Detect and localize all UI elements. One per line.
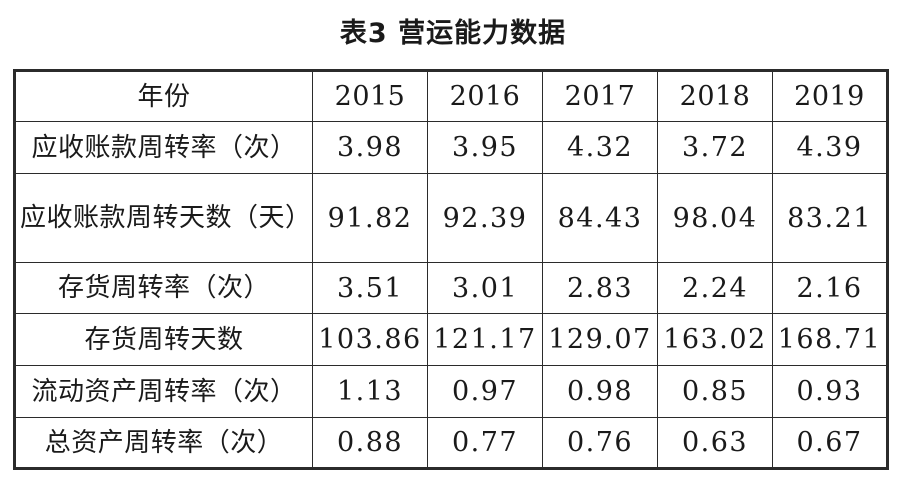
table-row: 应收账款周转率（次） 3.98 3.95 4.32 3.72 4.39 (14, 121, 888, 174)
table-cell: 0.63 (657, 417, 773, 469)
table-cell: 4.32 (542, 121, 658, 174)
table-cell: 1.13 (312, 365, 428, 418)
table-cell: 0.76 (542, 417, 658, 469)
table-cell: 168.71 (772, 313, 888, 366)
table-cell: 2.16 (772, 262, 888, 314)
year-header-2018: 2018 (657, 70, 773, 122)
table-cell: 0.98 (542, 365, 658, 418)
row-label: 总资产周转率（次） (14, 417, 313, 469)
table-cell: 2.24 (657, 262, 773, 314)
table-cell: 91.82 (312, 173, 428, 263)
table-cell: 98.04 (657, 173, 773, 263)
table-row: 流动资产周转率（次） 1.13 0.97 0.98 0.85 0.93 (14, 365, 888, 418)
table-cell: 3.95 (427, 121, 543, 174)
table-row: 存货周转率（次） 3.51 3.01 2.83 2.24 2.16 (14, 262, 888, 314)
table-cell: 92.39 (427, 173, 543, 263)
table-cell: 163.02 (657, 313, 773, 366)
row-label: 存货周转率（次） (14, 262, 313, 314)
table-title: 表3 营运能力数据 (339, 18, 567, 49)
header-row: 年份 2015 2016 2017 2018 2019 (14, 70, 888, 122)
table-cell: 121.17 (427, 313, 543, 366)
row-label: 流动资产周转率（次） (14, 365, 313, 418)
table-cell: 3.98 (312, 121, 428, 174)
row-label: 应收账款周转率（次） (14, 121, 313, 174)
table-cell: 103.86 (312, 313, 428, 366)
table-cell: 0.97 (427, 365, 543, 418)
table-row: 应收账款周转天数（天） 91.82 92.39 84.43 98.04 83.2… (14, 173, 888, 263)
table-cell: 4.39 (772, 121, 888, 174)
table-cell: 0.93 (772, 365, 888, 418)
table-cell: 3.51 (312, 262, 428, 314)
table-row: 存货周转天数 103.86 121.17 129.07 163.02 168.7… (14, 313, 888, 366)
table-cell: 2.83 (542, 262, 658, 314)
row-label: 应收账款周转天数（天） (14, 173, 313, 263)
table-cell: 129.07 (542, 313, 658, 366)
table-cell: 84.43 (542, 173, 658, 263)
table-cell: 0.67 (772, 417, 888, 469)
table-row: 总资产周转率（次） 0.88 0.77 0.76 0.63 0.67 (14, 417, 888, 469)
year-header-label: 年份 (14, 70, 313, 122)
table-cell: 3.01 (427, 262, 543, 314)
operating-capacity-table: 年份 2015 2016 2017 2018 2019 应收账款周转率（次） 3… (13, 69, 889, 470)
table-cell: 0.85 (657, 365, 773, 418)
table-cell: 0.88 (312, 417, 428, 469)
year-header-2017: 2017 (542, 70, 658, 122)
year-header-2015: 2015 (312, 70, 428, 122)
table-cell: 3.72 (657, 121, 773, 174)
table-cell: 0.77 (427, 417, 543, 469)
year-header-2019: 2019 (772, 70, 888, 122)
year-header-2016: 2016 (427, 70, 543, 122)
row-label: 存货周转天数 (14, 313, 313, 366)
table-cell: 83.21 (772, 173, 888, 263)
